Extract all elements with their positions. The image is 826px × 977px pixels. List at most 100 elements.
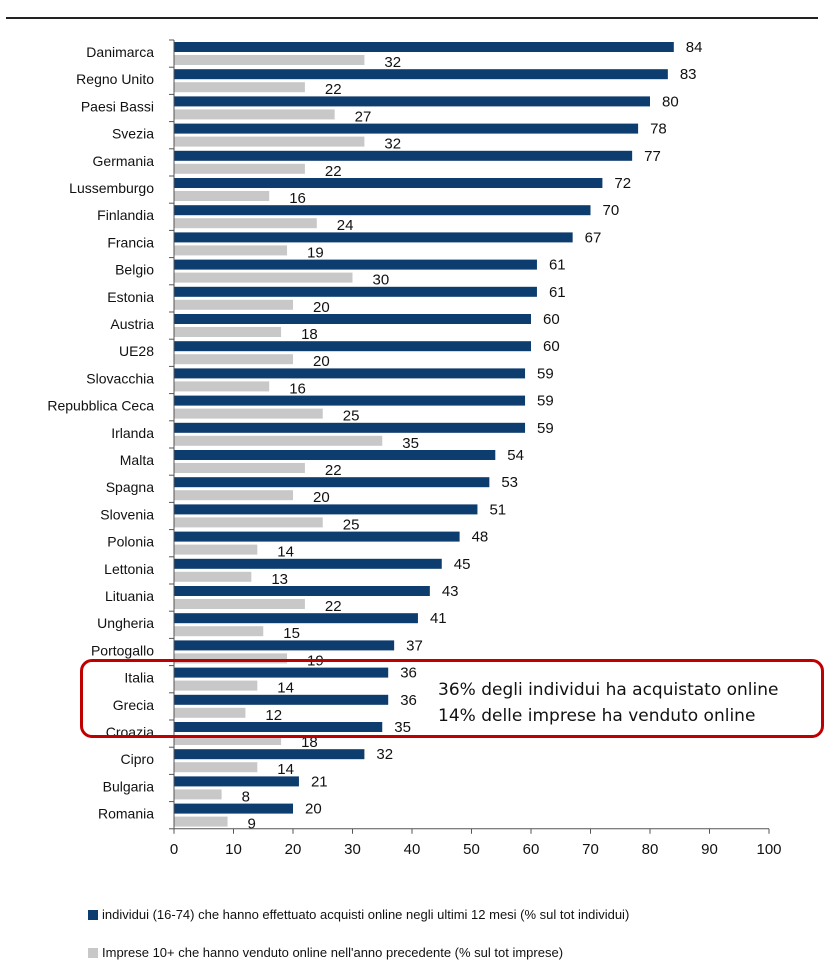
category-label-26: Cipro bbox=[121, 751, 155, 767]
bar-imprese-4 bbox=[174, 163, 305, 174]
value-label-imprese-0: 32 bbox=[384, 54, 401, 71]
x-tick-label-3: 30 bbox=[344, 841, 361, 858]
bar-imprese-13 bbox=[174, 408, 323, 419]
bar-individui-13 bbox=[174, 395, 526, 406]
value-label-individui-12: 59 bbox=[537, 365, 554, 382]
value-label-imprese-5: 16 bbox=[289, 190, 306, 207]
value-label-individui-8: 61 bbox=[549, 257, 566, 274]
x-tick-label-4: 40 bbox=[404, 841, 421, 858]
bar-imprese-2 bbox=[174, 109, 335, 120]
bar-imprese-25 bbox=[174, 735, 282, 745]
category-label-18: Polonia bbox=[107, 534, 154, 550]
bar-imprese-14 bbox=[174, 435, 383, 446]
value-label-individui-16: 53 bbox=[501, 474, 518, 491]
bar-individui-27 bbox=[174, 776, 299, 787]
highlight-callout bbox=[80, 659, 824, 738]
value-label-individui-17: 51 bbox=[489, 501, 506, 518]
category-label-9: Estonia bbox=[107, 289, 154, 305]
value-label-imprese-1: 22 bbox=[325, 81, 342, 98]
bar-individui-3 bbox=[174, 123, 639, 134]
value-label-imprese-3: 32 bbox=[384, 136, 401, 153]
value-label-imprese-10: 18 bbox=[301, 326, 318, 343]
category-label-27: Bulgaria bbox=[103, 778, 155, 794]
legend-item-businesses: Imprese 10+ che hanno venduto online nel… bbox=[88, 945, 563, 960]
value-label-imprese-26: 14 bbox=[277, 761, 294, 778]
value-label-individui-26: 32 bbox=[376, 746, 393, 763]
bar-imprese-11 bbox=[174, 354, 293, 365]
category-label-6: Finlandia bbox=[97, 207, 154, 223]
value-label-individui-18: 48 bbox=[472, 529, 489, 546]
x-tick-label-0: 0 bbox=[170, 841, 178, 858]
category-label-4: Germania bbox=[93, 153, 155, 169]
category-label-7: Francia bbox=[107, 234, 154, 250]
category-label-10: Austria bbox=[110, 316, 154, 332]
category-label-20: Lituania bbox=[105, 588, 154, 604]
value-label-imprese-28: 9 bbox=[248, 816, 256, 833]
bar-imprese-17 bbox=[174, 517, 323, 528]
category-label-0: Danimarca bbox=[86, 44, 154, 60]
value-label-individui-24: 36 bbox=[400, 692, 417, 709]
bar-individui-22 bbox=[174, 640, 395, 651]
bar-imprese-1 bbox=[174, 82, 305, 93]
bar-individui-8 bbox=[174, 259, 537, 270]
bar-individui-4 bbox=[174, 150, 633, 161]
value-label-individui-25: 35 bbox=[394, 719, 411, 736]
bar-individui-1 bbox=[174, 69, 668, 80]
bar-imprese-10 bbox=[174, 327, 282, 337]
value-label-imprese-15: 22 bbox=[325, 462, 342, 479]
callout-text-individuals: 36% degli individui ha acquistato online bbox=[438, 680, 779, 700]
value-label-individui-2: 80 bbox=[662, 93, 679, 110]
category-label-12: Slovacchia bbox=[86, 370, 154, 386]
category-label-8: Belgio bbox=[115, 262, 154, 278]
value-label-imprese-16: 20 bbox=[313, 489, 330, 506]
legend-swatch-individuals bbox=[88, 909, 98, 920]
value-label-individui-27: 21 bbox=[311, 773, 328, 790]
value-label-individui-5: 72 bbox=[614, 175, 631, 192]
bar-imprese-26 bbox=[174, 762, 258, 773]
value-label-imprese-14: 35 bbox=[402, 435, 419, 452]
bar-imprese-16 bbox=[174, 490, 293, 501]
category-label-23: Italia bbox=[124, 670, 154, 686]
bar-imprese-3 bbox=[174, 136, 365, 147]
value-label-individui-19: 45 bbox=[454, 556, 471, 573]
value-label-imprese-18: 14 bbox=[277, 544, 294, 561]
bar-individui-23 bbox=[174, 667, 389, 678]
bar-individui-2 bbox=[174, 96, 650, 107]
bar-imprese-27 bbox=[174, 789, 222, 800]
bar-imprese-6 bbox=[174, 218, 317, 229]
bar-individui-5 bbox=[174, 178, 603, 188]
category-label-13: Repubblica Ceca bbox=[47, 398, 154, 414]
value-label-individui-11: 60 bbox=[543, 338, 560, 355]
value-label-imprese-13: 25 bbox=[343, 408, 360, 425]
value-label-individui-15: 54 bbox=[507, 447, 524, 464]
bar-imprese-20 bbox=[174, 599, 305, 609]
bar-imprese-5 bbox=[174, 191, 270, 201]
x-tick-label-1: 10 bbox=[225, 841, 242, 858]
value-label-individui-13: 59 bbox=[537, 393, 554, 410]
category-label-28: Romania bbox=[98, 806, 154, 822]
bar-individui-15 bbox=[174, 450, 496, 460]
bar-imprese-15 bbox=[174, 463, 305, 473]
bar-imprese-18 bbox=[174, 544, 258, 555]
category-label-22: Portogallo bbox=[91, 642, 154, 658]
value-label-individui-22: 37 bbox=[406, 637, 423, 654]
bar-individui-26 bbox=[174, 749, 365, 760]
value-label-imprese-12: 16 bbox=[289, 380, 306, 397]
bar-imprese-28 bbox=[174, 816, 228, 827]
value-label-imprese-4: 22 bbox=[325, 163, 342, 180]
bar-individui-7 bbox=[174, 232, 573, 243]
legend-label-businesses: Imprese 10+ che hanno venduto online nel… bbox=[102, 945, 564, 960]
legend-item-individuals: individui (16-74) che hanno effettuato a… bbox=[88, 907, 629, 922]
category-label-16: Spagna bbox=[106, 479, 154, 495]
bar-imprese-7 bbox=[174, 245, 288, 256]
bar-imprese-8 bbox=[174, 272, 353, 283]
value-label-individui-10: 60 bbox=[543, 311, 560, 328]
x-tick-label-7: 70 bbox=[582, 841, 599, 858]
value-label-imprese-2: 27 bbox=[355, 108, 372, 125]
bar-individui-12 bbox=[174, 368, 526, 379]
value-label-imprese-6: 24 bbox=[337, 217, 354, 234]
value-label-individui-20: 43 bbox=[442, 583, 459, 600]
category-label-3: Svezia bbox=[112, 126, 154, 142]
bar-individui-14 bbox=[174, 422, 526, 433]
value-label-individui-21: 41 bbox=[430, 610, 447, 627]
